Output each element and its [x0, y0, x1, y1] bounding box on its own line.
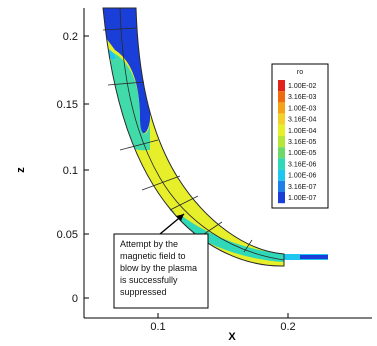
legend-swatch — [278, 102, 285, 114]
legend-swatch — [278, 80, 285, 92]
outlet-jet-core — [300, 255, 328, 259]
legend-label: 1.00E-07 — [288, 195, 317, 202]
mesh-line — [119, 7, 285, 261]
x-tick-label: 0.1 — [150, 321, 165, 333]
mesh-line — [102, 27, 137, 31]
legend-label: 3.16E-06 — [288, 161, 317, 168]
annotation-box: Attempt by the magnetic field to blow by… — [113, 233, 209, 309]
legend-label: 3.16E-03 — [288, 94, 317, 101]
z-tick-label: 0.15 — [57, 99, 78, 111]
mesh-line — [141, 175, 181, 191]
annotation-line: is successfully — [120, 275, 178, 285]
legend-label: 1.00E-03 — [288, 105, 317, 112]
legend-label: 3.16E-05 — [288, 139, 317, 146]
legend-swatch — [278, 180, 285, 192]
annotation-line: magnetic field to — [120, 251, 186, 261]
z-tick-label: 0.05 — [57, 229, 78, 241]
x-ticks: 0.1 0.2 — [150, 313, 296, 333]
mesh-lines — [102, 7, 285, 261]
legend-swatch — [278, 147, 285, 159]
z-tick-label: 0.2 — [63, 31, 78, 43]
annotation-line: Attempt by the — [120, 239, 178, 249]
annotation-line: suppressed — [120, 287, 167, 297]
legend-swatch — [278, 124, 285, 136]
legend-swatch — [278, 136, 285, 148]
annotation-arrowhead — [176, 214, 184, 221]
legend-title: ro — [297, 69, 303, 76]
z-axis-title: z — [15, 167, 27, 173]
legend-swatch — [278, 158, 285, 170]
z-tick-label: 0 — [72, 293, 78, 305]
legend-label: 1.00E-02 — [288, 83, 317, 90]
legend-label: 1.00E-04 — [288, 128, 317, 135]
field-outlet-jet — [178, 216, 284, 262]
mesh-line — [169, 195, 199, 211]
legend-items: 1.00E-02 3.16E-03 1.00E-03 3.16E-04 1.00E-04… — [278, 80, 317, 204]
mesh-line — [119, 139, 159, 151]
x-tick-label: 0.2 — [280, 321, 295, 333]
x-axis-title: X — [228, 331, 236, 341]
legend-swatch — [278, 192, 285, 204]
legend: ro 1.00E-023.16E-031.00E-033.16E-041.00E… — [271, 63, 329, 209]
z-ticks: 0.2 0.15 0.1 0.05 0 — [57, 31, 89, 305]
mesh-line — [107, 81, 145, 86]
mesh-line — [203, 221, 223, 235]
legend-swatch — [278, 91, 285, 103]
legend-label: 3.16E-07 — [288, 184, 317, 191]
annotation-line: blow by the plasma — [120, 263, 197, 273]
legend-label: 3.16E-04 — [288, 117, 317, 124]
mesh-line — [243, 239, 253, 253]
legend-swatch — [278, 169, 285, 181]
legend-label: 1.00E-06 — [288, 173, 317, 180]
z-tick-label: 0.1 — [63, 165, 78, 177]
legend-swatch — [278, 113, 285, 125]
legend-label: 1.00E-05 — [288, 150, 317, 157]
